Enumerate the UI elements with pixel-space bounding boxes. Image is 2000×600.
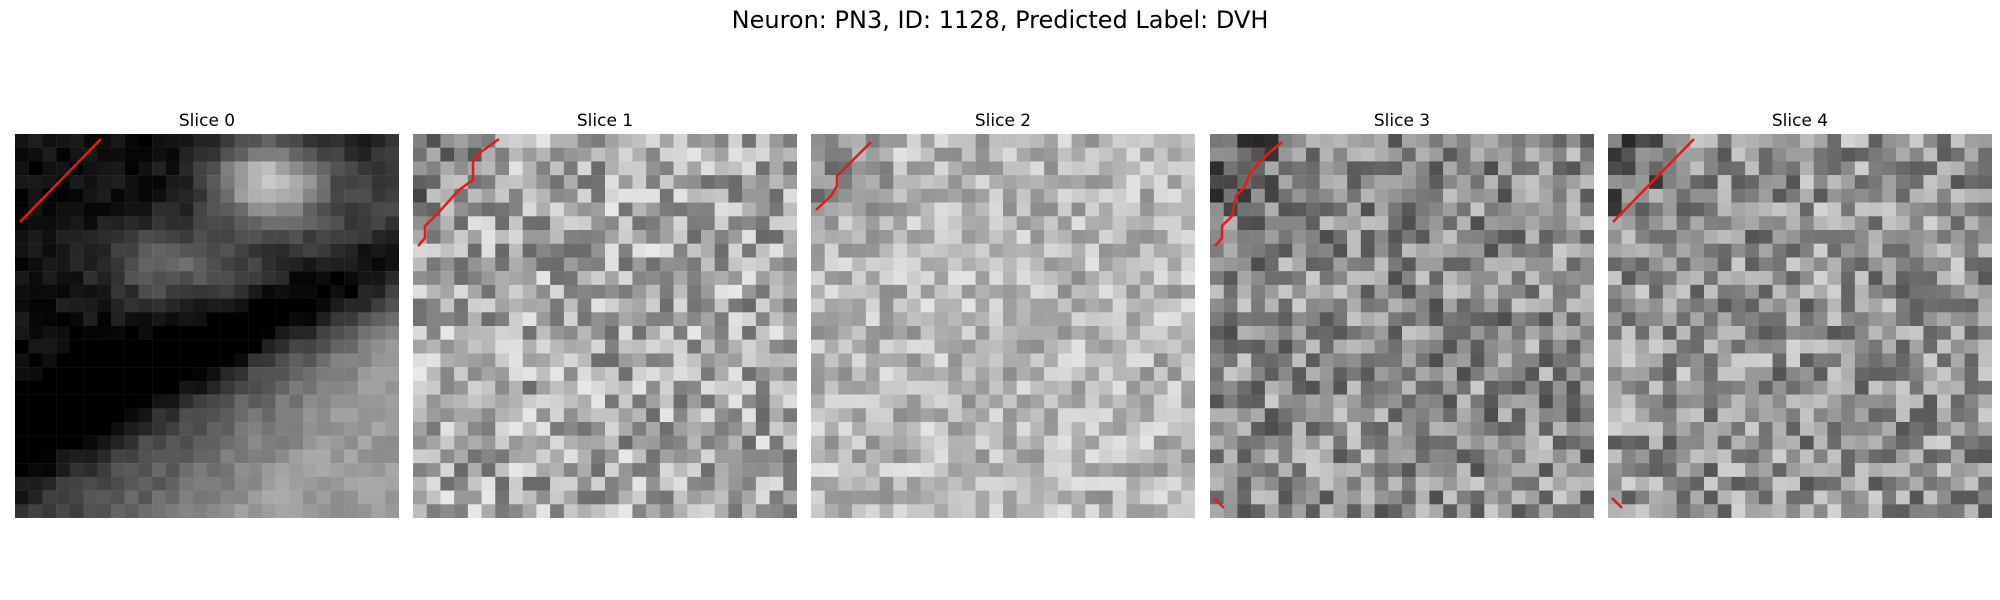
slice-title-1: Slice 1 xyxy=(576,111,634,131)
slice-title-4: Slice 4 xyxy=(1771,111,1829,131)
contour-fragment xyxy=(1611,497,1623,509)
contour-fragment xyxy=(1213,497,1225,509)
slice-panel-3: Slice 3 xyxy=(1210,108,1594,518)
contour-line xyxy=(1612,138,1695,223)
slice-image-2 xyxy=(811,134,1195,518)
slice-panel-0: Slice 0 xyxy=(15,108,399,518)
slice-image-3 xyxy=(1210,134,1594,518)
slice-title-2: Slice 2 xyxy=(974,111,1032,131)
slice-image-4 xyxy=(1608,134,1992,518)
contour-line xyxy=(19,138,102,223)
figure-title: Neuron: PN3, ID: 1128, Predicted Label: … xyxy=(731,6,1269,34)
slice-panel-1: Slice 1 xyxy=(413,108,797,518)
contour-line xyxy=(417,137,500,247)
slice-panel-4: Slice 4 xyxy=(1608,108,1992,518)
slice-image-0 xyxy=(15,134,399,518)
contour-line xyxy=(1214,141,1283,247)
slice-panel-2: Slice 2 xyxy=(811,108,1195,518)
slice-image-1 xyxy=(413,134,797,518)
slice-title-3: Slice 3 xyxy=(1373,111,1431,131)
slice-title-0: Slice 0 xyxy=(178,111,236,131)
contour-line xyxy=(815,141,872,211)
